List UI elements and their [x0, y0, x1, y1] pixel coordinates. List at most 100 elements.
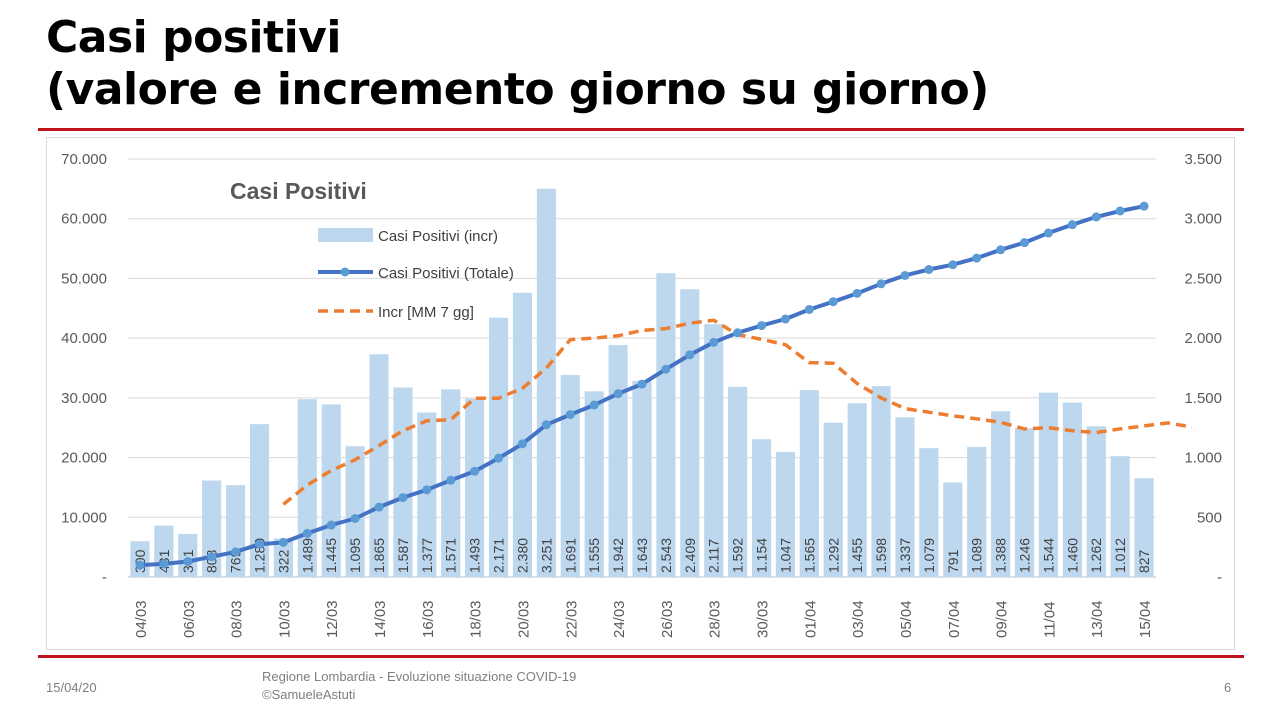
total-cases-point	[996, 245, 1006, 255]
bar	[202, 480, 222, 577]
bar	[1134, 478, 1154, 577]
bar	[608, 345, 628, 577]
y-right-tick-label: 3.500	[1184, 151, 1222, 168]
bar	[345, 446, 365, 577]
bar-data-label: 1.489	[299, 538, 315, 573]
x-tick-label: 15/04	[1137, 600, 1154, 638]
bar-data-label: 1.592	[730, 538, 746, 573]
total-cases-point	[972, 253, 982, 263]
bar-data-label: 1.047	[777, 538, 793, 573]
bar-data-label: 1.089	[969, 538, 985, 573]
bar-data-label: 1.455	[849, 538, 865, 573]
bar	[680, 289, 700, 577]
bar	[799, 390, 819, 577]
total-cases-point	[661, 364, 671, 374]
y-right-tick-label: 3.000	[1184, 211, 1222, 228]
x-tick-label: 11/04	[1041, 602, 1058, 638]
bar	[321, 404, 341, 577]
footer-date: 15/04/20	[46, 680, 97, 695]
bar-data-label: 3.251	[538, 538, 554, 573]
total-cases-point	[207, 552, 217, 562]
bar-data-label: 1.095	[347, 538, 363, 573]
bar	[369, 354, 389, 577]
page-number: 6	[1224, 680, 1232, 695]
bar	[632, 380, 652, 577]
bar-data-label: 1.493	[467, 538, 483, 573]
total-cases-point	[876, 279, 886, 289]
bar-data-label: 1.942	[610, 538, 626, 573]
total-cases-point	[1115, 206, 1125, 216]
total-cases-point	[422, 485, 432, 495]
bar	[1014, 428, 1035, 577]
bar	[1086, 426, 1106, 577]
total-cases-point	[709, 337, 719, 347]
y-right-tick-label: 2.000	[1184, 330, 1222, 347]
slide-title-line1: Casi positivi	[46, 12, 341, 63]
x-tick-label: 06/03	[181, 600, 198, 638]
total-cases-point	[948, 260, 958, 270]
bar	[943, 482, 963, 577]
bar-data-label: 791	[945, 549, 961, 573]
total-cases-point	[302, 528, 312, 538]
bar	[751, 439, 772, 577]
total-cases-point	[637, 379, 647, 389]
total-cases-point	[780, 314, 790, 324]
legend-swatch-total-marker	[340, 267, 350, 277]
total-cases-point	[685, 350, 695, 360]
y-left-tick-label: 40.000	[61, 330, 107, 347]
footer-source: Regione Lombardia - Evoluzione situazion…	[262, 668, 576, 704]
bar	[488, 317, 509, 577]
x-tick-label: 10/03	[276, 600, 293, 638]
bar	[130, 541, 150, 577]
total-cases-point	[541, 420, 551, 430]
bar	[1062, 402, 1082, 577]
bar	[1110, 456, 1130, 577]
x-tick-label: 07/04	[946, 600, 963, 638]
bar-data-label: 2.117	[706, 539, 722, 573]
total-cases-point	[159, 559, 169, 569]
bar-data-label: 1.377	[419, 538, 435, 573]
legend-label: Casi Positivi (incr)	[378, 228, 498, 245]
bar	[991, 411, 1011, 577]
total-cases-point	[924, 264, 934, 274]
top-divider	[38, 128, 1244, 131]
bar-data-label: 1.154	[754, 538, 770, 573]
total-cases-point	[374, 502, 384, 512]
y-right-tick-label: 1.000	[1184, 450, 1222, 467]
footer-source-line1: Regione Lombardia - Evoluzione situazion…	[262, 669, 577, 684]
total-cases-point	[278, 537, 288, 547]
bar	[895, 417, 915, 577]
total-cases-point	[231, 547, 241, 557]
total-cases-point	[589, 400, 599, 410]
bar-data-label: 1.544	[1040, 538, 1056, 573]
bar-data-label: 2.171	[491, 538, 507, 573]
legend-swatch-bars	[318, 228, 373, 242]
legend-label: Casi Positivi (Totale)	[378, 265, 514, 282]
bar-data-label: 1.555	[586, 538, 602, 573]
bar	[584, 391, 604, 577]
legend-label: Incr [MM 7 gg]	[378, 304, 474, 321]
bar-data-label: 1.587	[395, 538, 411, 573]
y-left-tick-label: -	[102, 569, 107, 586]
y-right-tick-label: -	[1217, 569, 1222, 586]
bar	[704, 324, 724, 577]
bar	[823, 422, 843, 577]
x-tick-label: 12/03	[324, 600, 341, 638]
total-cases-point	[494, 453, 504, 463]
x-tick-label: 16/03	[420, 600, 437, 638]
total-cases-point	[446, 475, 456, 485]
bar-data-label: 1.643	[634, 538, 650, 573]
bar-data-label: 1.246	[1017, 538, 1033, 573]
bar	[273, 538, 293, 577]
bar	[536, 188, 556, 577]
bar	[728, 386, 748, 577]
total-cases-point	[1020, 238, 1030, 248]
bar-data-label: 1.460	[1064, 538, 1080, 573]
y-left-tick-label: 60.000	[61, 211, 107, 228]
x-tick-label: 09/04	[994, 600, 1011, 638]
x-tick-label: 28/03	[707, 600, 724, 638]
y-right-tick-label: 2.500	[1184, 270, 1222, 287]
bar	[919, 448, 939, 577]
bar	[775, 451, 796, 577]
total-cases-point	[470, 466, 480, 476]
